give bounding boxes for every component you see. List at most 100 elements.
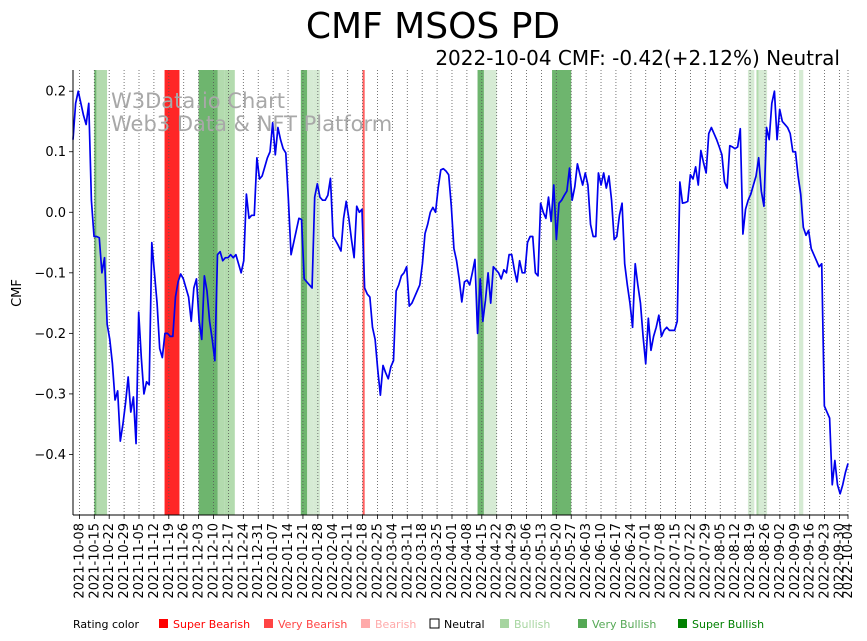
legend-label-super-bullish: Super Bullish	[692, 618, 764, 631]
x-tick-label-0: 2021-10-08	[72, 523, 87, 599]
legend-label-super-bearish: Super Bearish	[173, 618, 250, 631]
x-axis-ticks: 2021-10-08 2021-10-15 2021-10-22 2021-10-29…	[72, 515, 856, 599]
x-tick-label-13: 2022-01-07	[266, 523, 281, 599]
legend-title: Rating color	[73, 618, 140, 631]
x-tick-label-14: 2022-01-14	[281, 523, 296, 599]
x-tick-label-8: 2021-12-03	[192, 523, 207, 599]
y-tick-label-6: −0.4	[34, 448, 66, 463]
legend-swatch-bullish	[500, 619, 509, 628]
x-tick-label-51: 2022-09-30	[832, 523, 847, 599]
x-tick-label-33: 2022-05-27	[564, 523, 579, 599]
x-tick-label-35: 2022-06-10	[594, 523, 609, 599]
legend-swatch-neutral	[429, 618, 440, 629]
x-tick-label-24: 2022-03-25	[430, 523, 445, 599]
y-axis-label: CMF	[10, 279, 25, 307]
x-tick-label-15: 2022-01-21	[296, 523, 311, 599]
x-tick-label-30: 2022-05-06	[520, 523, 535, 599]
x-tick-label-2: 2021-10-22	[102, 523, 117, 599]
legend-swatch-super-bearish	[159, 619, 168, 628]
rating-band-15	[758, 70, 768, 515]
x-tick-label-45: 2022-08-19	[743, 523, 758, 599]
legend-swatch-very-bearish	[264, 619, 273, 628]
y-tick-label-0: 0.2	[45, 85, 66, 100]
x-tick-label-3: 2021-10-29	[117, 523, 132, 599]
y-tick-label-4: −0.2	[34, 327, 66, 342]
chart-subtitle: 2022-10-04 CMF: -0.42(+2.12%) Neutral	[435, 46, 840, 70]
chart-title: CMF MSOS PD	[306, 6, 560, 47]
x-tick-label-25: 2022-04-01	[445, 523, 460, 599]
x-tick-label-9: 2021-12-10	[207, 523, 222, 599]
x-tick-label-47: 2022-09-02	[773, 523, 788, 599]
rating-band-9	[362, 70, 365, 515]
rating-band-7	[307, 70, 314, 515]
rating-band-4	[217, 70, 225, 515]
x-tick-label-38: 2022-07-01	[639, 523, 654, 599]
legend-label-neutral: Neutral	[444, 618, 485, 631]
x-tick-label-50: 2022-09-23	[818, 523, 833, 599]
x-tick-label-37: 2022-06-24	[624, 523, 639, 599]
legend-swatch-very-bullish	[578, 619, 587, 628]
x-tick-label-27: 2022-04-15	[475, 523, 490, 599]
x-tick-label-39: 2022-07-08	[654, 523, 669, 599]
x-tick-label-41: 2022-07-22	[683, 523, 698, 599]
rating-band-2	[164, 70, 180, 515]
x-tick-label-43: 2022-08-05	[713, 523, 728, 599]
x-tick-label-46: 2022-08-26	[758, 523, 773, 599]
x-tick-label-32: 2022-05-20	[549, 523, 564, 599]
rating-band-3	[198, 70, 218, 515]
x-tick-label-49: 2022-09-16	[803, 523, 818, 599]
x-tick-label-5: 2021-11-12	[147, 523, 162, 599]
x-tick-label-22: 2022-03-11	[400, 523, 415, 599]
watermark-line-2: Web3 Data & NFT Platform	[111, 112, 392, 136]
rating-band-12	[552, 70, 572, 515]
cmf-series	[72, 90, 849, 495]
x-tick-label-17: 2022-02-04	[326, 523, 341, 599]
x-tick-label-19: 2022-02-18	[356, 523, 371, 599]
x-tick-label-26: 2022-04-08	[460, 523, 475, 599]
x-tick-label-4: 2021-11-05	[132, 523, 147, 599]
legend-swatch-bearish	[361, 619, 370, 628]
x-tick-label-16: 2022-01-28	[311, 523, 326, 599]
x-tick-label-28: 2022-04-22	[490, 523, 505, 599]
x-tick-label-23: 2022-03-18	[415, 523, 430, 599]
x-tick-label-52: 2022-10-04	[841, 523, 856, 599]
x-tick-label-11: 2021-12-24	[236, 523, 251, 599]
legend-label-very-bearish: Very Bearish	[278, 618, 347, 631]
watermark-line-1: W3Data.io Chart	[111, 89, 285, 113]
cmf-line-0	[72, 90, 849, 495]
legend-label-bullish: Bullish	[514, 618, 550, 631]
y-tick-label-5: −0.3	[34, 387, 66, 402]
x-tick-label-18: 2022-02-11	[341, 523, 356, 599]
x-tick-label-7: 2021-11-26	[177, 523, 192, 599]
legend-label-bearish: Bearish	[375, 618, 416, 631]
watermark: W3Data.io Chart Web3 Data & NFT Platform	[111, 89, 392, 136]
x-tick-label-44: 2022-08-12	[728, 523, 743, 599]
rating-band-1	[96, 70, 108, 515]
rating-band-14	[756, 70, 759, 515]
y-tick-label-1: 0.1	[45, 145, 66, 160]
x-tick-label-1: 2021-10-15	[87, 523, 102, 599]
rating-band-16	[799, 70, 804, 515]
rating-band-13	[747, 70, 755, 515]
rating-band-0	[94, 70, 97, 515]
y-tick-label-3: −0.1	[34, 266, 66, 281]
x-tick-label-42: 2022-07-29	[698, 523, 713, 599]
x-tick-label-31: 2022-05-13	[534, 523, 549, 599]
rating-band-8	[313, 70, 320, 515]
x-tick-label-40: 2022-07-15	[669, 523, 684, 599]
x-tick-label-36: 2022-06-17	[609, 523, 624, 599]
x-tick-label-48: 2022-09-09	[788, 523, 803, 599]
y-tick-label-2: 0.0	[45, 206, 66, 221]
y-axis-ticks: 0.2 0.1 0.0 −0.1 −0.2 −0.3 −0.4	[34, 85, 73, 463]
axes	[72, 70, 848, 516]
x-tick-label-21: 2022-03-04	[385, 523, 400, 599]
x-tick-label-10: 2021-12-17	[221, 523, 236, 599]
x-tick-label-29: 2022-04-29	[505, 523, 520, 599]
x-tick-label-34: 2022-06-03	[579, 523, 594, 599]
legend-label-very-bullish: Very Bullish	[592, 618, 656, 631]
x-tick-label-20: 2022-02-25	[370, 523, 385, 599]
rating-band-5	[224, 70, 235, 515]
x-tick-label-6: 2021-11-19	[162, 523, 177, 599]
rating-bands	[94, 70, 804, 515]
